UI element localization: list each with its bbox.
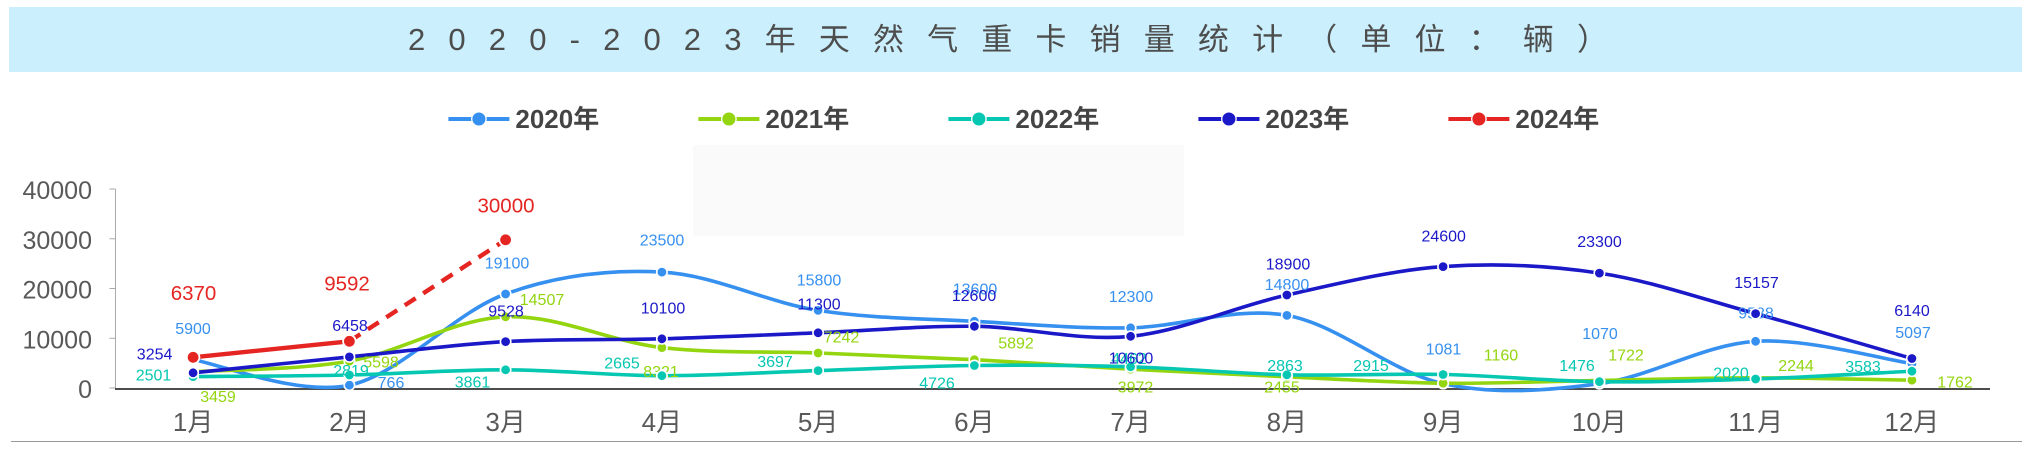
svg-text:4: 4 (642, 407, 656, 437)
svg-text:6140: 6140 (1894, 303, 1930, 320)
svg-text:3254: 3254 (137, 346, 173, 363)
svg-text:4726: 4726 (919, 376, 955, 393)
svg-text:3459: 3459 (200, 389, 236, 406)
svg-text:9: 9 (1423, 407, 1437, 437)
svg-text:10000: 10000 (22, 326, 92, 354)
svg-text:7242: 7242 (824, 329, 860, 346)
svg-text:1081: 1081 (1426, 342, 1462, 359)
svg-text:20000: 20000 (22, 277, 92, 305)
svg-text:2501: 2501 (136, 367, 172, 384)
svg-text:2: 2 (489, 22, 506, 57)
svg-text:3861: 3861 (455, 375, 491, 392)
svg-text:3: 3 (485, 407, 499, 437)
svg-text:5892: 5892 (998, 335, 1034, 352)
svg-text:1762: 1762 (1937, 375, 1973, 392)
svg-text:14800: 14800 (1265, 277, 1310, 294)
svg-text:1: 1 (173, 407, 187, 437)
svg-text:10: 10 (1572, 407, 1601, 437)
svg-text:1722: 1722 (1608, 348, 1644, 365)
svg-text:40000: 40000 (22, 177, 92, 205)
svg-text:12600: 12600 (952, 288, 997, 305)
svg-text:19100: 19100 (485, 255, 530, 272)
svg-text:2455: 2455 (1264, 380, 1300, 397)
svg-text:10600: 10600 (1109, 351, 1154, 368)
svg-text:0: 0 (644, 22, 661, 57)
svg-text:23500: 23500 (640, 233, 685, 250)
svg-text:8: 8 (1267, 407, 1281, 437)
svg-text:24600: 24600 (1421, 229, 1466, 246)
svg-text:2819: 2819 (333, 363, 369, 380)
svg-text:4462: 4462 (1111, 351, 1147, 368)
svg-text:2: 2 (603, 22, 620, 57)
svg-text:12300: 12300 (1109, 289, 1154, 306)
svg-text:2665: 2665 (604, 356, 640, 373)
svg-text:3583: 3583 (1845, 359, 1881, 376)
svg-text:1476: 1476 (1559, 358, 1595, 375)
svg-text:3: 3 (724, 22, 741, 57)
svg-text:7: 7 (1110, 407, 1124, 437)
svg-text:6458: 6458 (332, 318, 368, 335)
svg-text:2915: 2915 (1353, 358, 1389, 375)
svg-text:766: 766 (378, 375, 405, 392)
svg-text:30000: 30000 (22, 227, 92, 255)
svg-text:18900: 18900 (1266, 256, 1311, 273)
svg-text:2244: 2244 (1778, 358, 1814, 375)
svg-text:5900: 5900 (175, 321, 211, 338)
svg-text:15157: 15157 (1734, 275, 1779, 292)
svg-text:11300: 11300 (797, 297, 840, 314)
svg-text:5: 5 (798, 407, 812, 437)
svg-text:2: 2 (408, 22, 425, 57)
svg-text:2: 2 (329, 407, 343, 437)
svg-text:9528: 9528 (488, 303, 524, 320)
svg-text:10100: 10100 (641, 301, 686, 318)
svg-text:5097: 5097 (1895, 325, 1931, 342)
svg-text:6370: 6370 (171, 282, 217, 305)
svg-text:2863: 2863 (1267, 358, 1303, 375)
svg-text:23300: 23300 (1577, 234, 1622, 251)
svg-text:13600: 13600 (953, 282, 998, 299)
svg-text:5598: 5598 (363, 355, 399, 372)
svg-text:30000: 30000 (477, 195, 534, 218)
svg-text:2023: 2023 (1265, 104, 1323, 134)
svg-text:-: - (570, 22, 580, 57)
svg-text:11: 11 (1728, 407, 1755, 437)
svg-text:2022: 2022 (1015, 104, 1073, 134)
svg-text:6: 6 (954, 407, 968, 437)
svg-text:0: 0 (448, 22, 465, 57)
svg-text:15800: 15800 (797, 272, 842, 289)
svg-text:1160: 1160 (1484, 348, 1519, 365)
svg-text:2021: 2021 (765, 104, 823, 134)
svg-text:2020: 2020 (1713, 366, 1749, 383)
svg-text:3972: 3972 (1118, 379, 1154, 396)
svg-text:0: 0 (529, 22, 546, 57)
svg-text:3697: 3697 (757, 354, 793, 371)
svg-text:9592: 9592 (324, 273, 370, 296)
svg-text:12: 12 (1884, 407, 1913, 437)
svg-text:2020: 2020 (515, 104, 573, 134)
svg-text:2: 2 (684, 22, 701, 57)
svg-text:0: 0 (78, 376, 92, 404)
svg-text:1070: 1070 (1582, 326, 1618, 343)
svg-text:2024: 2024 (1515, 104, 1573, 134)
svg-text:14507: 14507 (520, 292, 565, 309)
